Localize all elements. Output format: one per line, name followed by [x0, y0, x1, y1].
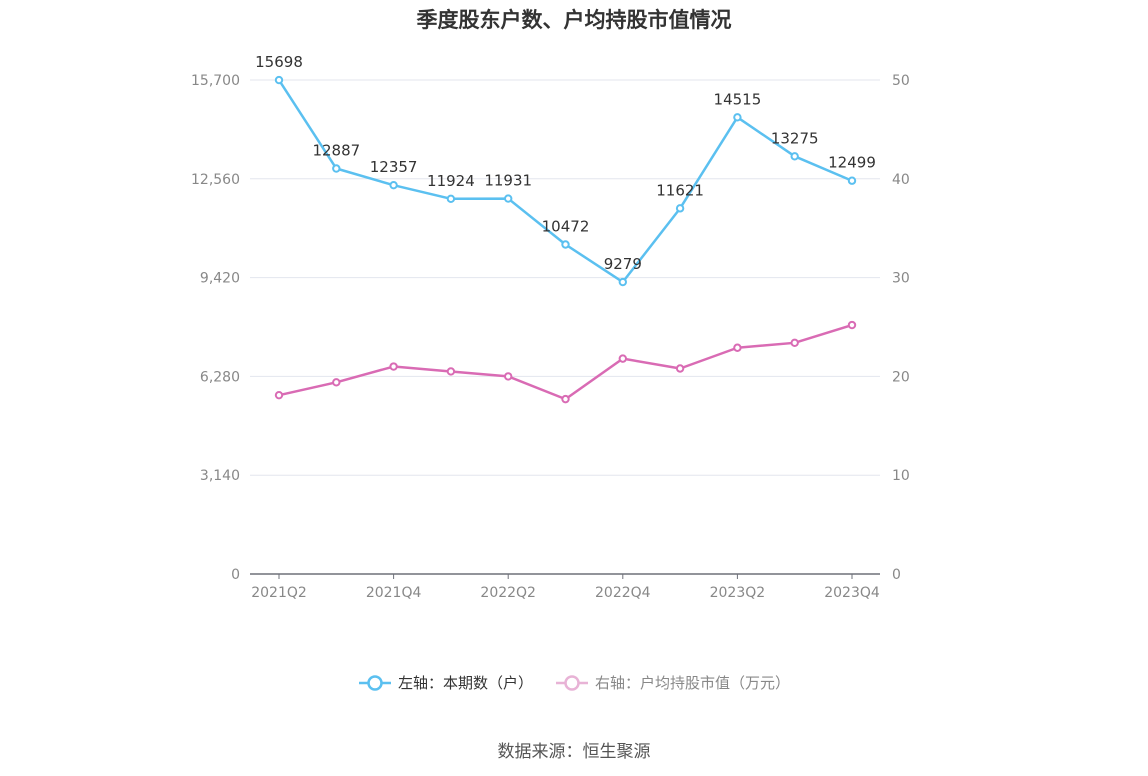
source-note: 数据来源：恒生聚源 [497, 742, 651, 762]
data-point [790, 338, 799, 348]
right-axis-tick-label: 10 [892, 468, 910, 484]
data-point [504, 194, 513, 203]
left-axis-tick-label: 3,140 [200, 468, 240, 484]
data-point [389, 362, 398, 371]
legend-item-right-series[interactable]: 右轴：户均持股市值（万元） [555, 672, 790, 693]
data-point [733, 113, 742, 122]
data-point [847, 320, 857, 330]
axes: 0 0 3,140 10 6,280 20 9,420 30 12,560 40 15,700 50 2… [191, 73, 910, 601]
data-point [274, 390, 284, 400]
legend-label-right-series: 右轴：户均持股市值（万元） [595, 674, 791, 692]
legend-marker-pink-icon [556, 674, 588, 691]
x-axis-tick-label: 2022Q4 [595, 585, 651, 601]
series-line-shareholders [277, 79, 853, 284]
data-point [561, 240, 570, 249]
data-label: 11931 [484, 172, 532, 190]
data-label: 10472 [542, 217, 590, 235]
chart-title: 季度股东户数、户均持股市值情况 [416, 8, 732, 32]
data-point [847, 176, 857, 185]
data-point [446, 367, 456, 376]
data-label: 13275 [771, 129, 819, 147]
x-axis-tick-label: 2021Q4 [366, 585, 422, 601]
data-point [274, 75, 284, 85]
data-point [618, 277, 627, 287]
data-point [675, 204, 685, 213]
right-axis-tick-label: 40 [892, 172, 910, 188]
data-label: 11924 [427, 172, 475, 190]
data-point [790, 152, 799, 161]
data-point [675, 364, 685, 373]
chart-canvas: 0 0 3,140 10 6,280 20 9,420 30 12,560 40 15,700 50 2… [191, 53, 910, 601]
left-axis-tick-label: 9,420 [200, 271, 240, 287]
data-label: 14515 [714, 90, 762, 108]
left-axis-tick-label: 0 [231, 567, 240, 583]
data-point [561, 394, 570, 404]
x-axis-tick-label: 2023Q2 [710, 585, 766, 601]
data-labels: 15698 12887 12357 11924 11931 10472 9279 11621 1… [255, 53, 876, 273]
legend-marker-blue-icon [358, 674, 391, 691]
legend: 左轴：本期数（户） 右轴：户均持股市值（万元） [0, 672, 1148, 693]
right-axis-tick-label: 50 [892, 73, 910, 89]
x-axis-tick-label: 2021Q2 [251, 585, 307, 601]
left-axis-tick-label: 6,280 [200, 369, 240, 385]
data-point [389, 180, 398, 190]
right-axis-tick-label: 0 [892, 567, 901, 583]
data-label: 11621 [656, 181, 704, 199]
x-axis-tick-label: 2023Q4 [824, 585, 880, 601]
series-line-avg-market-value [278, 323, 853, 401]
data-point [504, 372, 513, 381]
data-label: 15698 [255, 53, 303, 71]
data-label: 9279 [604, 255, 642, 273]
series-lines [274, 75, 857, 404]
legend-item-left-series[interactable]: 左轴：本期数（户） [358, 672, 533, 693]
data-label: 12887 [312, 142, 360, 160]
left-axis-tick-label: 12,560 [191, 172, 240, 188]
data-label: 12357 [370, 158, 418, 176]
data-point [733, 343, 742, 352]
data-point [446, 194, 456, 204]
right-axis-tick-label: 20 [892, 369, 910, 385]
data-point [332, 378, 341, 387]
right-axis-tick-label: 30 [892, 271, 910, 287]
data-label: 12499 [828, 154, 876, 172]
data-point [332, 164, 341, 173]
data-point [618, 354, 627, 363]
left-axis-tick-label: 15,700 [191, 73, 240, 89]
legend-label-left-series: 左轴：本期数（户） [397, 674, 533, 692]
x-axis-tick-label: 2022Q2 [480, 585, 536, 601]
